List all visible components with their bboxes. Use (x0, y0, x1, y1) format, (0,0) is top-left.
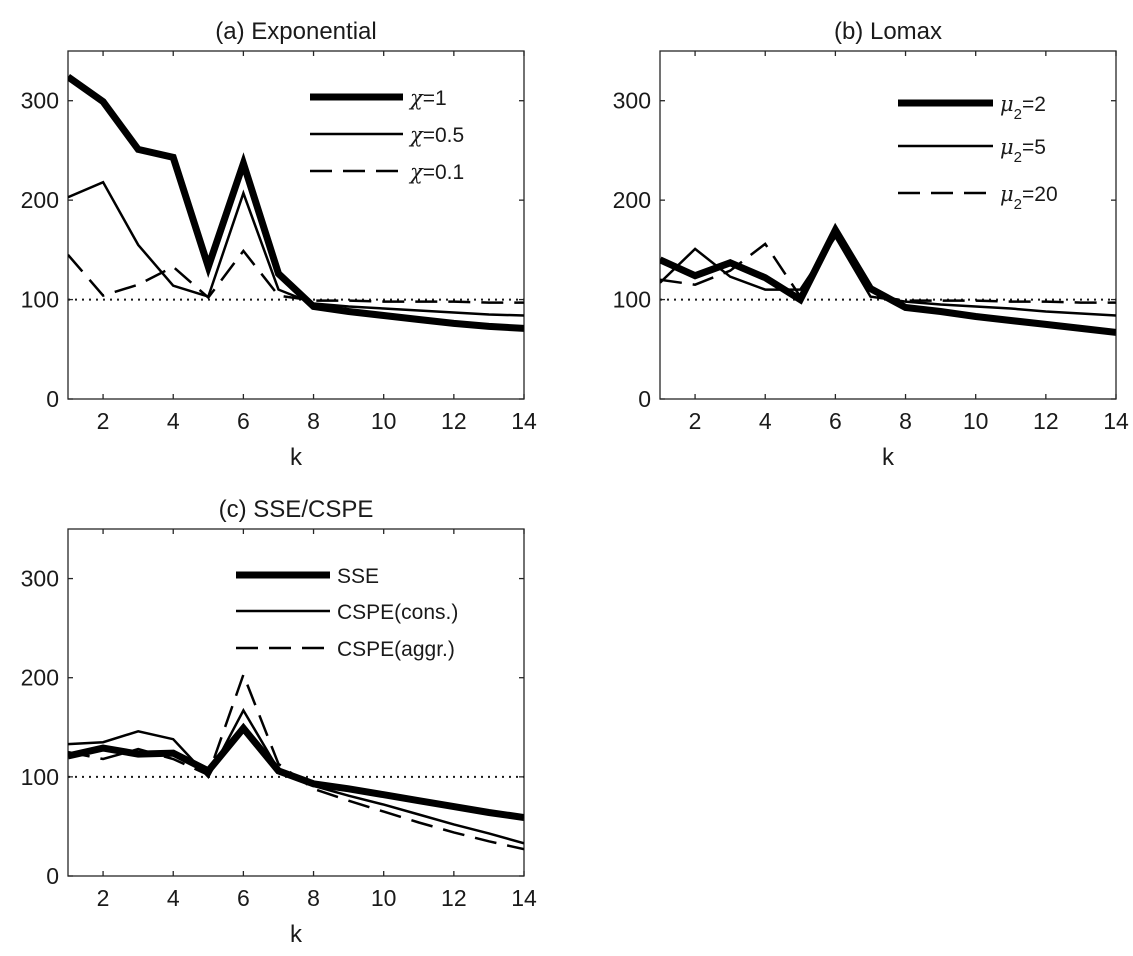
legend-label: χ=0.5 (408, 123, 464, 147)
legend: SSE CSPE(cons.) CSPE(aggr.) (236, 565, 458, 661)
y-tick-label: 0 (638, 386, 651, 412)
legend-symbol: χ (408, 160, 424, 184)
y-tick-label: 200 (21, 187, 59, 213)
y-tick-label: 0 (46, 863, 59, 889)
legend-text: =2 (1022, 93, 1046, 116)
legend-text: CSPE(cons.) (337, 601, 458, 624)
x-tick-label: 14 (511, 408, 537, 434)
y-tick-label: 300 (21, 88, 59, 114)
legend-label: CSPE(cons.) (337, 601, 458, 624)
legend-symbol: χ (408, 86, 424, 110)
legend-text: CSPE(aggr.) (337, 638, 455, 661)
x-tick-label: 14 (511, 885, 537, 911)
legend-subscript: 2 (1014, 149, 1022, 166)
axes-box (67, 50, 525, 400)
x-tick-label: 6 (237, 885, 250, 911)
y-tick-label: 300 (21, 566, 59, 592)
legend-label: χ=0.1 (408, 160, 464, 184)
legend-label: SSE (337, 565, 379, 588)
x-tick-label: 10 (371, 885, 397, 911)
legend-label: μ2=20 (1000, 182, 1058, 213)
x-tick-label: 6 (237, 408, 250, 434)
chart-panel: 2 4 6 8 10 12 14 0 100 200 300 (c) SSE/CSPE k SSE CSPE… (21, 496, 537, 948)
x-tick-label: 12 (441, 885, 467, 911)
x-tick-label: 8 (899, 408, 912, 434)
x-axis-label: k (882, 444, 895, 471)
x-tick-label: 6 (829, 408, 842, 434)
series-line (68, 248, 524, 304)
x-tick-label: 2 (689, 408, 702, 434)
legend-subscript: 2 (1014, 196, 1022, 213)
y-tick-label: 200 (613, 187, 651, 213)
series-line (68, 74, 524, 332)
axes-box (67, 528, 525, 877)
x-tick-label: 8 (307, 885, 320, 911)
x-tick-label: 10 (371, 408, 397, 434)
legend-symbol: μ (1000, 92, 1014, 116)
series-line (660, 231, 1116, 304)
legend-text: SSE (337, 565, 379, 588)
series-line (68, 671, 524, 851)
series-line (660, 222, 1116, 336)
legend-label: μ2=2 (1000, 92, 1046, 123)
legend-symbol: χ (408, 123, 424, 147)
chart-title: (b) Lomax (834, 18, 942, 45)
legend-subscript: 2 (1014, 106, 1022, 123)
legend-text: =0.1 (423, 161, 464, 184)
y-tick-label: 100 (613, 287, 651, 313)
y-tick-label: 0 (46, 386, 59, 412)
x-axis-label: k (290, 921, 303, 948)
series-line (68, 722, 524, 821)
x-axis-label: k (290, 444, 303, 471)
legend-label: μ2=5 (1000, 135, 1046, 166)
series-line (660, 234, 1116, 317)
x-tick-label: 12 (441, 408, 467, 434)
axes-box (659, 50, 1117, 400)
x-tick-label: 14 (1103, 408, 1129, 434)
legend: χ=1χ=0.5χ=0.1 (310, 86, 464, 184)
y-tick-label: 300 (613, 88, 651, 114)
x-tick-label: 12 (1033, 408, 1059, 434)
x-tick-label: 2 (97, 885, 110, 911)
series-line (68, 180, 524, 317)
legend-symbol: μ (1000, 182, 1014, 206)
x-tick-label: 2 (97, 408, 110, 434)
legend-text: =5 (1022, 136, 1046, 159)
y-tick-label: 100 (21, 287, 59, 313)
legend-text: =20 (1022, 183, 1058, 206)
legend-text: =1 (423, 87, 447, 110)
x-tick-label: 4 (167, 885, 180, 911)
legend-label: CSPE(aggr.) (337, 638, 455, 661)
x-tick-label: 4 (167, 408, 180, 434)
y-tick-label: 100 (21, 764, 59, 790)
y-tick-label: 200 (21, 665, 59, 691)
legend-label: χ=1 (408, 86, 447, 110)
legend-text: =0.5 (423, 124, 464, 147)
legend: μ2=2μ2=5μ2=20 (898, 92, 1058, 213)
x-tick-label: 10 (963, 408, 989, 434)
chart-title: (c) SSE/CSPE (219, 496, 374, 523)
legend-symbol: μ (1000, 135, 1014, 159)
x-tick-label: 4 (759, 408, 772, 434)
x-tick-label: 8 (307, 408, 320, 434)
chart-title: (a) Exponential (215, 18, 376, 45)
